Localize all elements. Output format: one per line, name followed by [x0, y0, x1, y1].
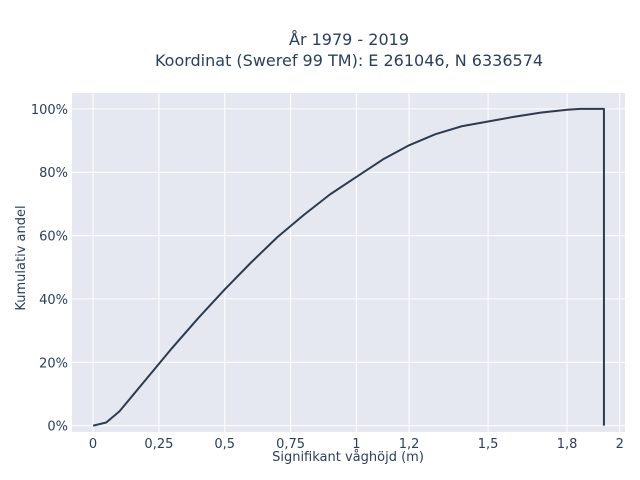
x-tick-label: 1,2: [399, 437, 420, 452]
x-tick-label: 0,75: [276, 437, 305, 452]
x-tick-label: 2: [616, 437, 624, 452]
series-layer: [92, 107, 605, 427]
x-tick-label: 1: [352, 437, 360, 452]
y-axis-title: Kumulativ andel: [14, 205, 29, 310]
grid-lines: [72, 93, 625, 432]
y-tick-label: 100%: [31, 103, 68, 118]
y-axis: 0% 20% 40% 60% 80% 100%: [31, 103, 68, 435]
cumulative-series-line: [92, 107, 605, 427]
y-tick-label: 40%: [39, 293, 68, 308]
plot-area: [72, 93, 625, 432]
y-tick-label: 0%: [47, 420, 68, 435]
chart-title-line-1: År 1979 - 2019: [289, 30, 409, 49]
x-axis-title: Signifikant våghöjd (m): [272, 450, 424, 465]
y-tick-label: 20%: [39, 356, 68, 371]
y-tick-label: 60%: [39, 230, 68, 245]
x-tick-label: 1,8: [557, 437, 578, 452]
x-tick-label: 0,5: [214, 437, 235, 452]
y-tick-label: 80%: [39, 166, 68, 181]
x-tick-label: 0: [89, 437, 97, 452]
x-axis: 0 0,25 0,5 0,75 1 1,2 1,5 1,8 2: [89, 437, 624, 452]
chart-title-line-2: Koordinat (Sweref 99 TM): E 261046, N 63…: [155, 51, 543, 70]
x-tick-label: 0,25: [144, 437, 173, 452]
x-tick-label: 1,5: [478, 437, 499, 452]
